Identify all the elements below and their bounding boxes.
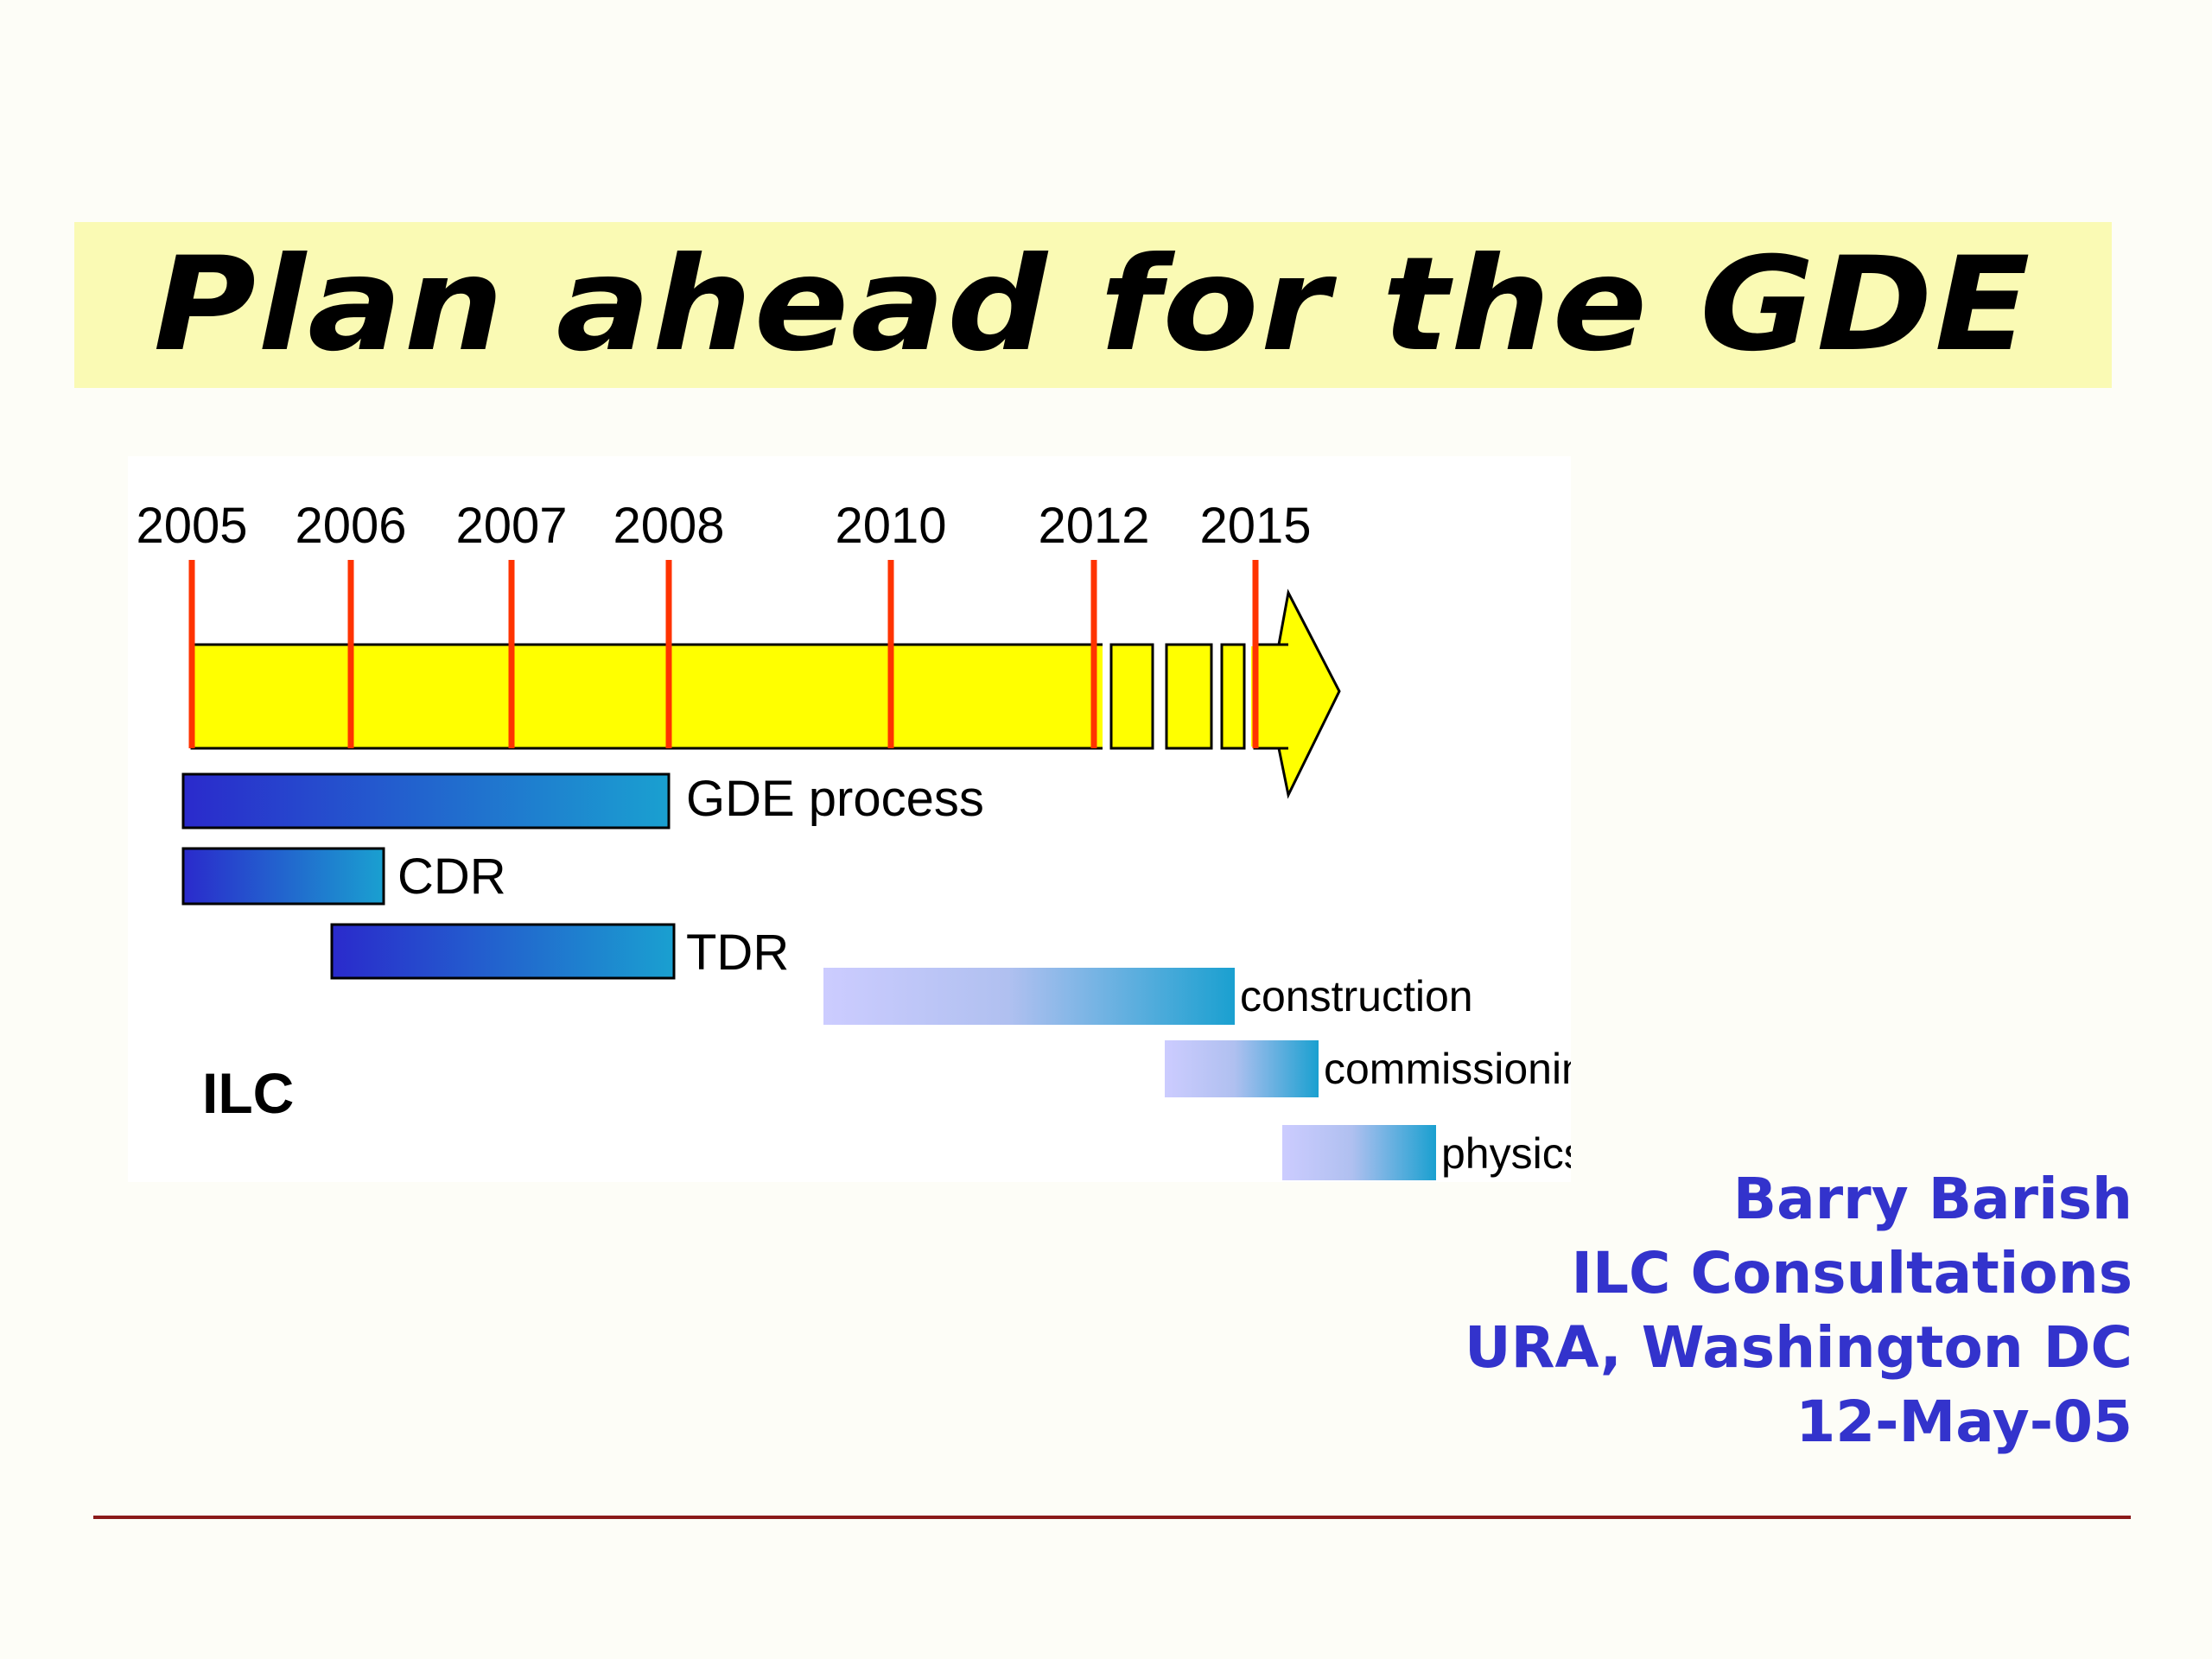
phase-label-construction: construction (1240, 972, 1473, 1020)
phase-bar-cdr (181, 847, 385, 906)
title-band: Plan ahead for the GDE (74, 222, 2112, 388)
timeline-segment-1b (1109, 643, 1154, 750)
event-name: ILC Consultations (1571, 1240, 2133, 1306)
phase-bar-physics (1282, 1125, 1436, 1180)
phase-label-commissioning: commissioning (1324, 1045, 1571, 1093)
slide-title: Plan ahead for the GDE (153, 230, 2033, 380)
phase-label-gde-process: GDE process (686, 771, 984, 827)
timeline-svg: 2005 2006 2007 2008 2010 2012 2015 GDE process… (136, 498, 1571, 1180)
event-date: 12-May-05 (1796, 1389, 2133, 1455)
timeline-bar (190, 643, 1172, 750)
program-label: ILC (202, 1061, 294, 1125)
year-label-2015: 2015 (1199, 498, 1311, 554)
author-name: Barry Barish (1732, 1166, 2133, 1232)
year-label-2008: 2008 (613, 498, 724, 554)
phase-label-physics: physics (1441, 1129, 1571, 1178)
phase-bar-commissioning (1165, 1040, 1319, 1097)
phase-bar-construction (823, 968, 1235, 1025)
phase-bar-tdr (330, 923, 676, 980)
year-label-2012: 2012 (1038, 498, 1149, 554)
event-location: URA, Washington DC (1465, 1314, 2133, 1381)
phase-label-cdr: CDR (397, 849, 506, 905)
credits-block: Barry Barish ILC Consultations URA, Wash… (1465, 1162, 2133, 1459)
year-label-2006: 2006 (295, 498, 406, 554)
timeline-segment-3b (1220, 643, 1246, 750)
year-label-2010: 2010 (835, 498, 946, 554)
year-label-2007: 2007 (455, 498, 567, 554)
footer-divider (93, 1516, 2131, 1519)
phase-label-tdr: TDR (686, 925, 789, 981)
phase-bar-gde-process (181, 772, 671, 830)
timeline-segment-2b (1165, 643, 1213, 750)
timeline-diagram: 2005 2006 2007 2008 2010 2012 2015 GDE process… (128, 456, 1571, 1182)
year-label-2005: 2005 (136, 498, 247, 554)
